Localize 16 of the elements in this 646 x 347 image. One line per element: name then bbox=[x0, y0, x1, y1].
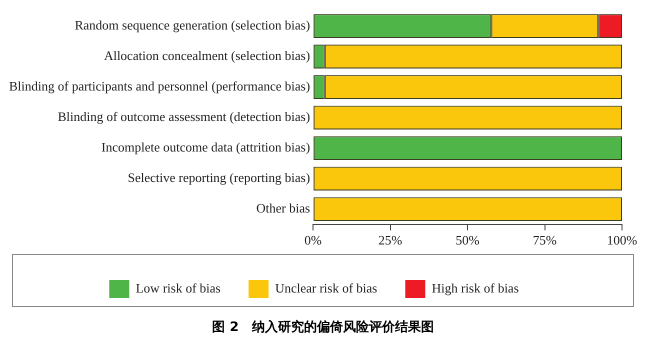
legend-label: Unclear risk of bias bbox=[275, 280, 378, 296]
y-tick-label: Blinding of participants and personnel (performance bias) bbox=[8, 78, 310, 94]
x-tick-label: 75% bbox=[532, 232, 557, 248]
y-tick-label: Allocation concealment (selection bias) bbox=[104, 48, 310, 63]
x-tick-label: 0% bbox=[304, 232, 322, 248]
x-tick-label: 25% bbox=[378, 232, 402, 248]
text: 图 2 纳入研究的偏倚风险评价结果图 bbox=[211, 318, 435, 336]
y-tick-label: Other bias bbox=[256, 200, 310, 216]
legend-label: High risk of bias bbox=[432, 280, 519, 296]
x-tick-label: 50% bbox=[456, 232, 480, 248]
y-tick-label: Random sequence generation (selection bias) bbox=[74, 17, 310, 32]
x-tick-label: 100% bbox=[606, 232, 638, 248]
y-tick-label: Blinding of outcome assessment (detection bias) bbox=[58, 109, 310, 124]
legend-label: Low risk of bias bbox=[136, 280, 221, 296]
y-tick-label: Selective reporting (reporting bias) bbox=[128, 170, 310, 186]
y-tick-label: Incomplete outcome data (attrition bias) bbox=[101, 140, 310, 155]
